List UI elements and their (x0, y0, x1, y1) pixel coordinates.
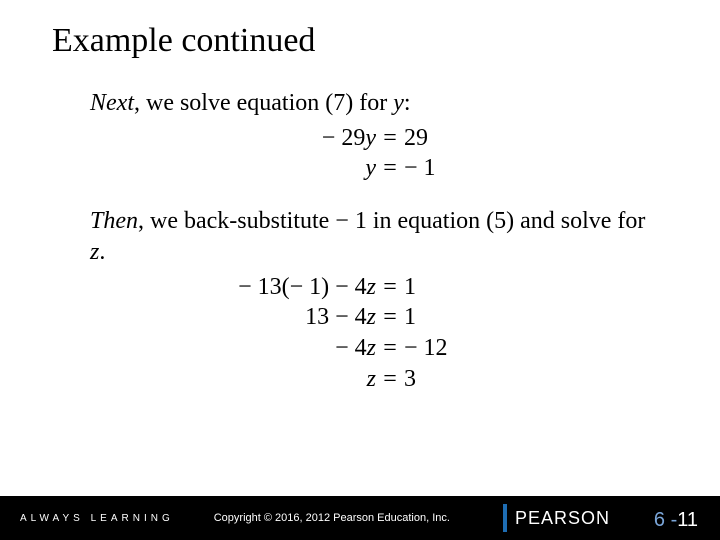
eq-op: = (382, 333, 398, 364)
eq-right: − 1 (398, 153, 518, 184)
pearson-brand-text: PEARSON (515, 508, 610, 529)
eq3-var: z (367, 274, 376, 300)
p2-tail: . (99, 239, 105, 265)
body-block: Next, we solve equation (7) for y: − 29y… (90, 88, 650, 394)
p1-var: y (393, 90, 404, 116)
slide: Example continued Next, we solve equatio… (0, 0, 720, 540)
p2-var: z (90, 239, 99, 265)
eq-left: − 4z (222, 333, 382, 364)
eq-right: 1 (398, 272, 518, 303)
eq5-var: z (367, 335, 376, 361)
eq6-var: z (367, 366, 376, 392)
eq-op: = (382, 123, 398, 154)
equation-group-2: − 13(− 1) − 4z = 1 13 − 4z = 1 − 4z = − … (90, 272, 650, 395)
eq-right: 29 (398, 123, 518, 154)
equation-row: 13 − 4z = 1 (90, 302, 650, 333)
page-pg: 11 (677, 509, 698, 531)
eq-right: − 12 (398, 333, 518, 364)
equation-row: − 13(− 1) − 4z = 1 (90, 272, 650, 303)
eq3-coef: − 13(− 1) − 4 (238, 274, 367, 300)
slide-title: Example continued (52, 22, 315, 60)
eq-left: − 29y (222, 123, 382, 154)
eq-right: 3 (398, 364, 518, 395)
eq-op: = (382, 364, 398, 395)
eq4-coef: 13 − 4 (305, 304, 367, 330)
p1-tail: : (404, 90, 411, 116)
copyright-text: Copyright © 2016, 2012 Pearson Education… (214, 512, 450, 524)
lead-word: Next (90, 90, 134, 116)
paragraph-1: Next, we solve equation (7) for y: (90, 88, 650, 119)
eq-op: = (382, 302, 398, 333)
paragraph-2: Then, we back-substitute − 1 in equation… (90, 206, 650, 267)
page-number: 6 -11 (654, 509, 698, 532)
logo-bar-icon (503, 504, 507, 532)
eq-right: 1 (398, 302, 518, 333)
p1-rest: , we solve equation (7) for (134, 90, 393, 116)
eq-left: 13 − 4z (222, 302, 382, 333)
eq5-coef: − 4 (335, 335, 367, 361)
p2-rest: , we back-substitute − 1 in equation (5)… (138, 208, 645, 234)
page-dash: - (665, 509, 677, 531)
eq-op: = (382, 153, 398, 184)
footer-bar: ALWAYS LEARNING Copyright © 2016, 2012 P… (0, 496, 720, 540)
equation-row: − 29y = 29 (90, 123, 650, 154)
eq-left: z (222, 364, 382, 395)
always-learning-text: ALWAYS LEARNING (20, 513, 174, 524)
eq1-var: y (365, 125, 376, 151)
equation-row: z = 3 (90, 364, 650, 395)
eq-left: − 13(− 1) − 4z (222, 272, 382, 303)
lead-word: Then (90, 208, 138, 234)
equation-row: y = − 1 (90, 153, 650, 184)
page-chapter: 6 (654, 509, 665, 531)
eq1-coef: − 29 (322, 125, 366, 151)
equation-row: − 4z = − 12 (90, 333, 650, 364)
eq4-var: z (367, 304, 376, 330)
eq-op: = (382, 272, 398, 303)
eq2-var: y (365, 155, 376, 181)
pearson-logo: PEARSON (503, 496, 610, 540)
equation-group-1: − 29y = 29 y = − 1 (90, 123, 650, 184)
spacer (90, 184, 650, 206)
eq-left: y (222, 153, 382, 184)
